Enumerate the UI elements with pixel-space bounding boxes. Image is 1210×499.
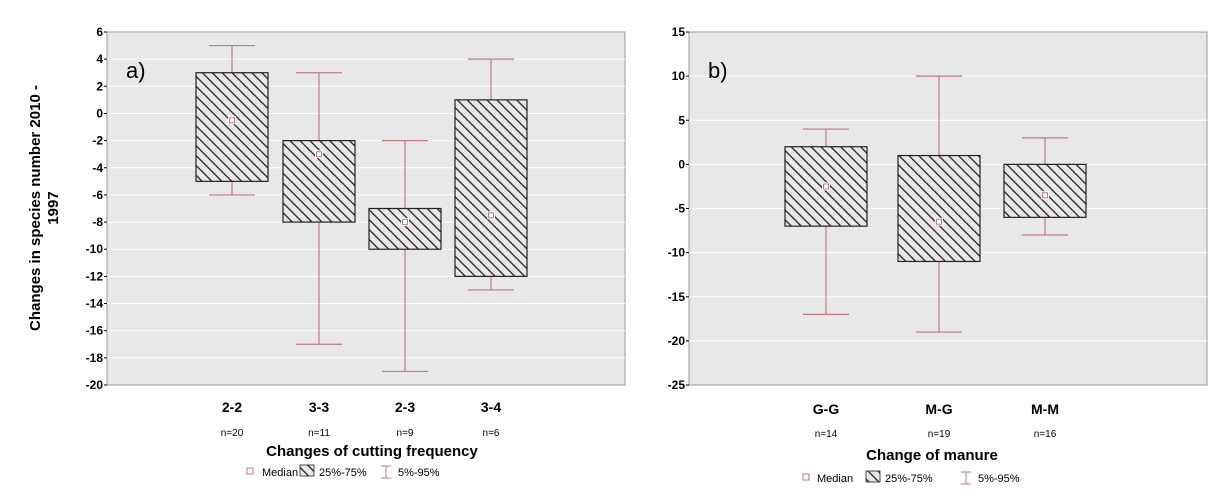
- y-tick-label: -15: [668, 290, 686, 304]
- x-categories-a: 2-2 n=20 3-3 n=11 2-3 n=9 3-4 n=6: [221, 399, 502, 439]
- y-tick-label: -8: [92, 215, 103, 229]
- y-tick-label: 5: [678, 113, 685, 127]
- y-tick-label: -20: [668, 334, 686, 348]
- x-category-label: M-M: [1031, 401, 1059, 417]
- box-3-3: [282, 72, 356, 345]
- plot-area-a: [106, 31, 626, 386]
- n-label: n=6: [483, 428, 500, 439]
- n-label: n=20: [221, 428, 244, 439]
- n-label: n=19: [928, 429, 951, 440]
- iqr-box: [1003, 163, 1087, 218]
- n-label: n=14: [815, 429, 838, 440]
- y-tick-label: -20: [86, 378, 104, 392]
- x-category-label: 3-3: [309, 399, 329, 415]
- legend-range-label: 5%-95%: [978, 473, 1020, 485]
- x-category-label: M-G: [925, 401, 952, 417]
- n-label: n=16: [1034, 429, 1057, 440]
- y-tick-label: -18: [86, 351, 104, 365]
- median-marker: [402, 219, 408, 226]
- y-tick-label: 0: [678, 157, 685, 171]
- legend-a: Median 25%-75% 5%-95%: [246, 464, 440, 479]
- y-tick-label: 2: [96, 79, 103, 93]
- y-tick-label: -25: [668, 378, 686, 392]
- y-tick-label: -6: [92, 188, 103, 202]
- x-axis-title-a: Changes of cutting frequency: [266, 443, 478, 460]
- box-3-4: [454, 58, 528, 291]
- y-tick-label: 0: [96, 106, 103, 120]
- legend-median-marker: [802, 473, 810, 481]
- n-label: n=9: [397, 428, 414, 439]
- iqr-box: [368, 207, 442, 250]
- y-tick-label: -10: [86, 242, 104, 256]
- panel-label-a: a): [126, 58, 146, 83]
- median-halo: [228, 116, 236, 125]
- y-tick-label: 15: [672, 25, 686, 39]
- y-tick-label: -5: [674, 202, 685, 216]
- y-axis-title-a-line2: 1997: [45, 191, 62, 224]
- x-axis-title-b: Change of manure: [866, 447, 998, 464]
- legend-b: Median 25%-75% 5%-95%: [802, 470, 1020, 485]
- y-tick-label: -16: [86, 324, 104, 338]
- x-category-label: 3-4: [481, 399, 501, 415]
- legend-iqr-label: 25%-75%: [885, 473, 933, 485]
- median-halo: [487, 211, 495, 220]
- x-category-label: G-G: [813, 401, 840, 417]
- legend-median-label: Median: [262, 467, 298, 479]
- y-axis-ticks-b: 15 10 5 0 -5 -10 -15 -20 -25: [668, 25, 689, 392]
- median-marker: [229, 117, 235, 124]
- iqr-box: [454, 99, 528, 277]
- box-2-3: [368, 140, 442, 373]
- y-tick-label: -10: [668, 246, 686, 260]
- box-M-M: [1003, 137, 1087, 236]
- y-tick-label: 6: [96, 25, 103, 39]
- x-category-label: 2-2: [222, 399, 242, 415]
- legend-range-glyph: [381, 465, 391, 479]
- x-category-label: 2-3: [395, 399, 415, 415]
- n-label: n=11: [308, 428, 330, 439]
- boxes-b: [784, 75, 1087, 333]
- iqr-box: [195, 72, 269, 182]
- median-halo: [401, 218, 409, 227]
- y-tick-label: -4: [92, 161, 103, 175]
- median-marker: [316, 151, 322, 158]
- legend-range-label: 5%-95%: [398, 467, 440, 479]
- boxes-a: [195, 44, 528, 373]
- median-marker: [936, 218, 942, 225]
- legend-iqr-swatch: [865, 470, 881, 483]
- median-halo: [935, 217, 943, 226]
- iqr-box: [897, 154, 981, 263]
- panel-label-b: b): [708, 58, 728, 83]
- legend-range-glyph: [961, 471, 971, 485]
- median-halo: [822, 182, 830, 191]
- y-tick-label: -12: [86, 269, 104, 283]
- y-tick-label: 4: [96, 52, 103, 66]
- median-marker: [488, 212, 494, 219]
- x-categories-b: G-G n=14 M-G n=19 M-M n=16: [813, 401, 1059, 440]
- chart-b: 15 10 5 0 -5 -10 -15 -20 -25 b) G-G n=14 M-G n=19 M-…: [668, 25, 1208, 485]
- legend-iqr-swatch: [299, 464, 315, 477]
- legend-iqr-label: 25%-75%: [319, 467, 367, 479]
- median-halo: [315, 150, 323, 159]
- y-tick-label: -14: [86, 297, 104, 311]
- median-marker: [1042, 192, 1048, 199]
- legend-median-marker: [246, 467, 254, 475]
- y-axis-title-a-line1: Changes in species number 2010 -: [27, 85, 44, 331]
- y-tick-label: 10: [672, 69, 686, 83]
- y-tick-label: -2: [92, 134, 103, 148]
- box-M-G: [897, 75, 981, 333]
- box-2-2: [195, 44, 269, 196]
- box-G-G: [784, 128, 868, 315]
- chart-a: 6 4 2 0 -2 -4 -6 -8 -10 -12 -14 -16 -18 -20 a) Change…: [27, 25, 626, 479]
- legend-median-label: Median: [817, 473, 853, 485]
- grid-a: [107, 58, 625, 359]
- median-halo: [1041, 191, 1049, 200]
- y-axis-ticks-a: 6 4 2 0 -2 -4 -6 -8 -10 -12 -14 -16 -18 -20: [86, 25, 107, 392]
- median-marker: [823, 183, 829, 190]
